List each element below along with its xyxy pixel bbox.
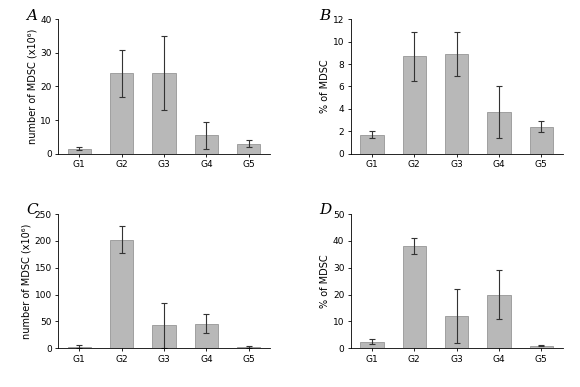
Bar — [237, 144, 260, 154]
Bar — [530, 127, 553, 154]
Bar — [445, 54, 468, 154]
Bar — [110, 73, 133, 154]
Text: D: D — [319, 203, 331, 217]
Bar — [487, 295, 510, 348]
Y-axis label: % of MDSC: % of MDSC — [320, 254, 330, 308]
Bar — [530, 346, 553, 348]
Y-axis label: number of MDSC (x10⁶): number of MDSC (x10⁶) — [27, 29, 38, 144]
Bar — [153, 73, 176, 154]
Bar — [153, 325, 176, 348]
Bar — [110, 240, 133, 348]
Bar — [445, 316, 468, 348]
Text: A: A — [26, 9, 37, 22]
Bar — [360, 135, 383, 154]
Bar — [360, 342, 383, 348]
Bar — [403, 56, 426, 154]
Bar — [237, 347, 260, 348]
Bar — [68, 347, 91, 348]
Bar — [195, 135, 218, 154]
Y-axis label: % of MDSC: % of MDSC — [320, 60, 330, 113]
Y-axis label: number of MDSC (x10⁶): number of MDSC (x10⁶) — [21, 223, 32, 339]
Bar — [68, 149, 91, 154]
Bar — [195, 324, 218, 348]
Bar — [403, 246, 426, 348]
Text: C: C — [26, 203, 38, 217]
Text: B: B — [319, 9, 330, 22]
Bar — [487, 112, 510, 154]
